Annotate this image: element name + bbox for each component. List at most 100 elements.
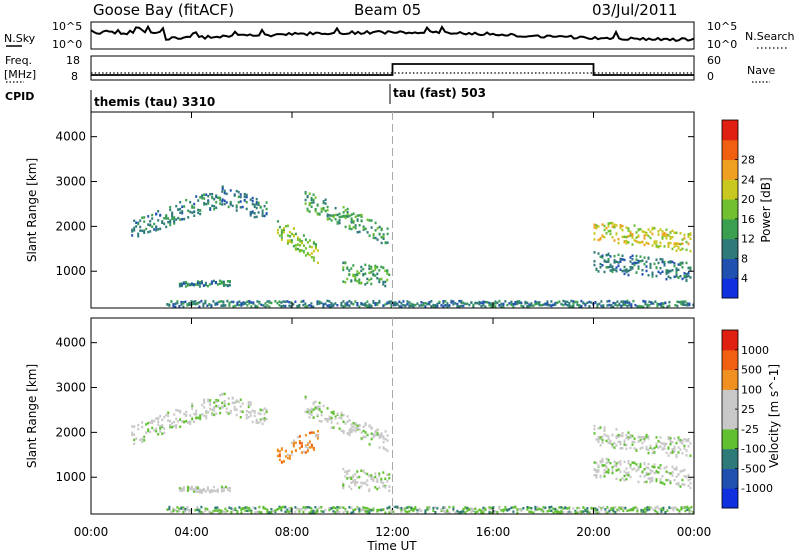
heatmap-cell [643, 475, 646, 478]
heatmap-cell [356, 424, 359, 427]
heatmap-cell [382, 481, 385, 485]
heatmap-cell [179, 207, 182, 211]
heatmap-cell [632, 506, 635, 510]
heatmap-cell [209, 208, 212, 211]
heatmap-cell [253, 205, 256, 208]
heatmap-cell [680, 506, 683, 509]
heatmap-cell [334, 507, 337, 510]
heatmap-cell [458, 299, 461, 303]
heatmap-cell [593, 468, 596, 471]
heatmap-cell [653, 262, 656, 266]
heatmap-cell [314, 406, 317, 409]
heatmap-cell [404, 304, 407, 307]
heatmap-cell [338, 427, 341, 430]
heatmap-cell [641, 268, 644, 272]
heatmap-cell [512, 506, 515, 509]
heatmap-cell [424, 511, 427, 514]
heatmap-cell [633, 224, 636, 227]
heatmap-cell [390, 303, 393, 306]
colorbar-swatch [722, 278, 738, 299]
heatmap-cell [304, 508, 307, 511]
heatmap-cell [207, 411, 210, 414]
heatmap-cell [316, 430, 319, 433]
heatmap-cell [366, 305, 369, 308]
heatmap-cell [633, 440, 636, 444]
heatmap-cell [568, 305, 571, 308]
heatmap-cell [251, 420, 254, 424]
heatmap-cell [193, 214, 196, 217]
heatmap-cell [689, 237, 692, 240]
heatmap-cell [131, 228, 134, 232]
heatmap-cell [378, 472, 381, 475]
site-title: Goose Bay (fitACF) [93, 1, 234, 19]
heatmap-cell [200, 505, 203, 509]
heatmap-cell [599, 266, 602, 269]
heatmap-cell [322, 201, 325, 205]
heatmap-cell [212, 509, 215, 513]
heatmap-cell [606, 511, 609, 514]
heatmap-cell [314, 243, 317, 246]
heatmap-cell [298, 240, 301, 243]
heatmap-cell [574, 511, 577, 514]
heatmap-cell [304, 451, 307, 454]
heatmap-cell [219, 202, 222, 205]
heatmap-cell [641, 446, 644, 449]
heatmap-cell [470, 301, 473, 304]
heatmap-cell [354, 278, 357, 281]
heatmap-cell [220, 487, 223, 491]
heatmap-cell [336, 511, 339, 514]
heatmap-cell [687, 473, 690, 477]
heatmap-cell [404, 510, 407, 513]
heatmap-cell [673, 479, 676, 482]
heatmap-cell [294, 510, 297, 513]
heatmap-cell [671, 229, 674, 232]
y-tick-label: 4000 [55, 130, 86, 144]
heatmap-cell [334, 417, 337, 420]
heatmap-cell [564, 302, 567, 306]
heatmap-cell [568, 506, 571, 510]
heatmap-cell [398, 300, 401, 303]
heatmap-cell [456, 509, 459, 513]
heatmap-cell [593, 238, 596, 241]
heatmap-cell [616, 508, 619, 512]
heatmap-cell [472, 303, 475, 307]
heatmap-cell [386, 439, 389, 442]
heatmap-cell [675, 273, 678, 277]
heatmap-cell [552, 511, 555, 514]
heatmap-cell [348, 428, 351, 431]
heatmap-cell [639, 465, 642, 469]
heatmap-cell [684, 303, 687, 307]
heatmap-cell [408, 505, 411, 509]
heatmap-cell [220, 510, 223, 513]
heatmap-cell [639, 228, 642, 231]
heatmap-cell [542, 303, 545, 306]
heatmap-cell [340, 417, 343, 420]
heatmap-cell [627, 241, 630, 244]
heatmap-cell [215, 412, 218, 415]
heatmap-cell [400, 305, 403, 308]
heatmap-cell [508, 508, 511, 511]
heatmap-cell [212, 300, 215, 303]
heatmap-cell [504, 505, 507, 509]
heatmap-cell [344, 302, 347, 305]
heatmap-cell [246, 304, 249, 307]
heatmap-cell [636, 507, 639, 510]
heatmap-cell [689, 266, 692, 269]
heatmap-cell [566, 300, 569, 304]
heatmap-cell [615, 469, 618, 472]
heatmap-cell [322, 206, 325, 210]
y-tick-label: 1000 [55, 264, 86, 278]
heatmap-cell [677, 451, 680, 454]
heatmap-cell [643, 256, 646, 259]
heatmap-cell [641, 470, 644, 473]
heatmap-cell [280, 305, 283, 308]
heatmap-cell [262, 506, 265, 510]
heatmap-cell [619, 260, 622, 263]
heatmap-cell [600, 300, 603, 303]
heatmap-cell [605, 253, 608, 257]
heatmap-cell [282, 459, 285, 463]
heatmap-cell [145, 423, 148, 426]
heatmap-cell [633, 461, 636, 465]
heatmap-cell [342, 266, 345, 269]
heatmap-cell [328, 305, 331, 308]
